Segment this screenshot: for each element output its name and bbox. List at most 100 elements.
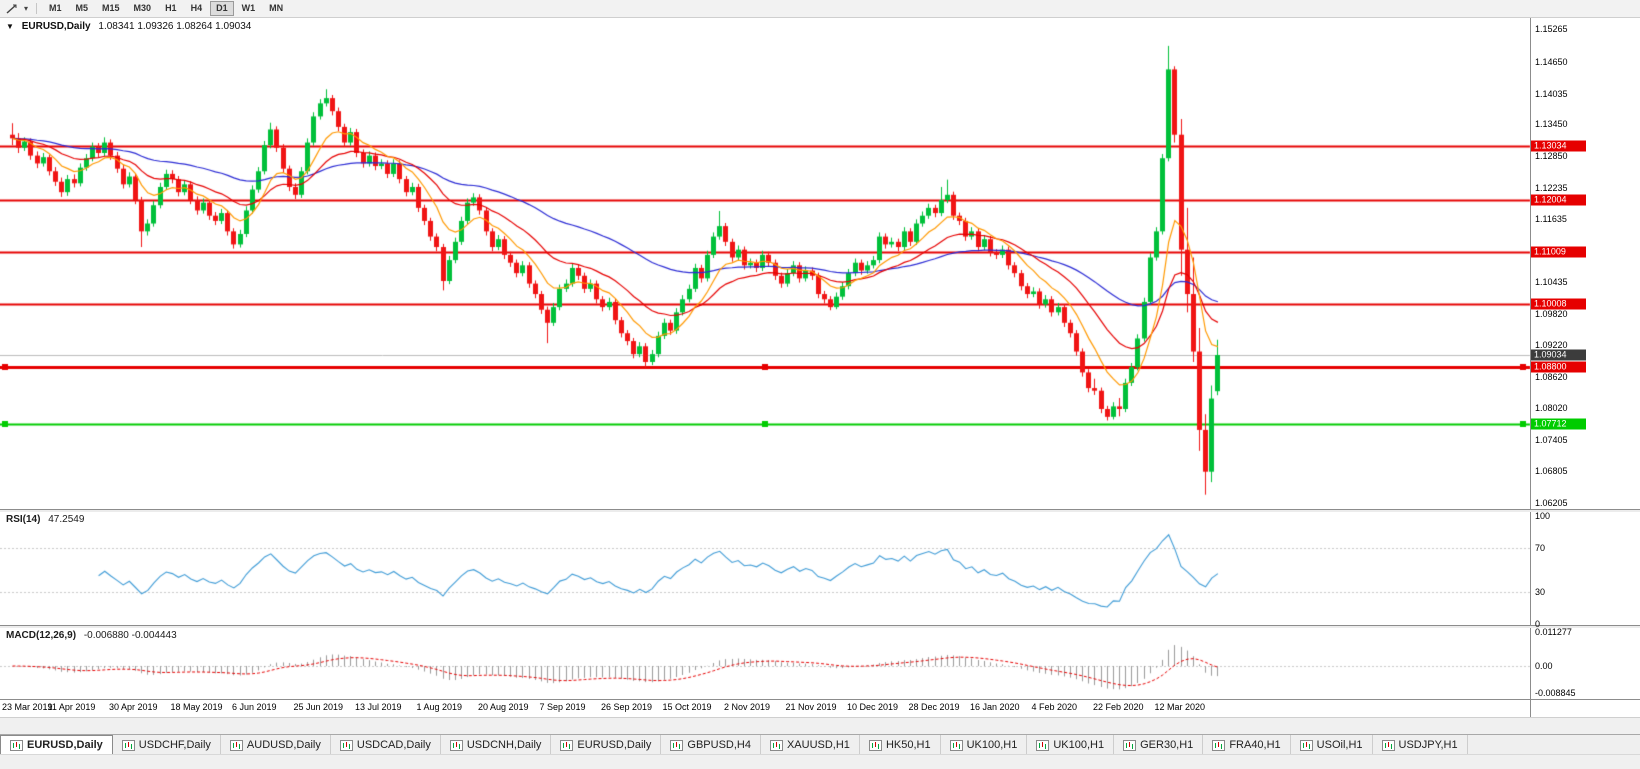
- tab-usdcad-daily[interactable]: USDCAD,Daily: [330, 735, 441, 755]
- tab-usoil-h1[interactable]: USOil,H1: [1290, 735, 1373, 755]
- chart-tab-icon: [1299, 739, 1313, 751]
- tab-eurusd-daily[interactable]: EURUSD,Daily: [0, 735, 113, 755]
- price-tick-label: 1.06805: [1535, 466, 1568, 477]
- date-label: 15 Oct 2019: [662, 702, 712, 712]
- date-label: 22 Feb 2020: [1093, 702, 1144, 712]
- date-label: 21 Nov 2019: [785, 702, 837, 712]
- chart-tab-icon: [121, 739, 135, 751]
- tab-xauusd-h1[interactable]: XAUUSD,H1: [760, 735, 860, 755]
- tab-uk100-h1[interactable]: UK100,H1: [1027, 735, 1115, 755]
- price-tick-label: 1.08020: [1535, 402, 1568, 413]
- timeframe-m5[interactable]: M5: [75, 3, 89, 13]
- hline-price-box: 1.11009: [1531, 246, 1586, 258]
- macd-values-label: -0.006880 -0.004443: [83, 630, 177, 641]
- tab-usdcnh-daily[interactable]: USDCNH,Daily: [440, 735, 552, 755]
- price-axis-separator: [1530, 17, 1531, 717]
- tab-usdchf-daily[interactable]: USDCHF,Daily: [112, 735, 221, 755]
- chart-tab-icon: [560, 739, 574, 751]
- tab-label: FRA40,H1: [1229, 739, 1281, 751]
- tab-ger30-h1[interactable]: GER30,H1: [1114, 735, 1204, 755]
- tab-usdjpy-h1[interactable]: USDJPY,H1: [1372, 735, 1468, 755]
- date-label: 28 Dec 2019: [908, 702, 960, 712]
- current-price-box: 1.09034: [1531, 349, 1586, 361]
- price-tick-label: 1.07405: [1535, 435, 1568, 446]
- price-tick-label: 1.09820: [1535, 308, 1568, 319]
- timeframe-m30[interactable]: M30: [133, 3, 152, 13]
- panel-splitter-rsi[interactable]: [0, 509, 1640, 512]
- tab-uk100-h1[interactable]: UK100,H1: [940, 735, 1028, 755]
- timeframe-buttons: M1 M5 M15 M30 H1 H4 D1 W1 MN: [42, 0, 290, 17]
- date-label: 18 May 2019: [170, 702, 223, 712]
- chart-tab-icon: [449, 739, 463, 751]
- price-tick-label: 1.12235: [1535, 182, 1568, 193]
- tab-audusd-daily[interactable]: AUDUSD,Daily: [220, 735, 331, 755]
- chart-tab-icon: [1123, 739, 1137, 751]
- macd-axis-label: -0.008845: [1535, 687, 1576, 698]
- horizontal-scroll-strip[interactable]: [0, 717, 1640, 735]
- timeframe-h4[interactable]: H4: [190, 3, 203, 13]
- macd-axis-label: 0.00: [1535, 661, 1553, 671]
- chart-ohlc-values: 1.08341 1.09326 1.08264 1.09034: [98, 21, 252, 32]
- date-label: 10 Dec 2019: [847, 702, 899, 712]
- price-tick-label: 1.06205: [1535, 497, 1568, 508]
- tab-label: XAUUSD,H1: [786, 739, 850, 751]
- macd-panel-bottom-border: [0, 699, 1640, 700]
- macd-axis-label: 0.011277: [1535, 627, 1572, 638]
- timeframe-m1[interactable]: M1: [49, 3, 62, 13]
- price-tick-label: 1.10435: [1535, 276, 1568, 287]
- macd-name-label: MACD(12,26,9): [6, 630, 77, 641]
- chart-tool-icon[interactable]: [3, 2, 21, 16]
- rsi-axis-label: 30: [1535, 586, 1546, 597]
- chart-tab-icon: [769, 739, 783, 751]
- tab-gbpusd-h4[interactable]: GBPUSD,H4: [661, 735, 761, 755]
- tab-label: EURUSD,Daily: [27, 739, 103, 751]
- date-label: 6 Jun 2019: [232, 702, 277, 712]
- hline-price-box: 1.10008: [1531, 298, 1586, 310]
- chart-symbol-label: EURUSD,Daily: [21, 21, 91, 32]
- tab-label: USDCNH,Daily: [466, 739, 542, 751]
- price-tick-label: 1.12850: [1535, 150, 1568, 161]
- chart-tab-icon: [949, 739, 963, 751]
- timeframe-w1[interactable]: W1: [241, 3, 256, 13]
- rsi-axis-label: 70: [1535, 543, 1546, 554]
- hline-price-box: 1.13034: [1531, 140, 1586, 152]
- date-label: 1 Aug 2019: [416, 702, 463, 712]
- timeframe-mn[interactable]: MN: [269, 3, 284, 13]
- timeframe-m15[interactable]: M15: [102, 3, 120, 13]
- tab-label: UK100,H1: [1053, 739, 1105, 751]
- macd-title: MACD(12,26,9) -0.006880 -0.004443: [6, 630, 182, 641]
- chart-tab-icon: [1212, 739, 1226, 751]
- timeframe-d1[interactable]: D1: [210, 1, 234, 16]
- chart-collapse-icon[interactable]: ▼: [6, 22, 14, 31]
- price-tick-label: 1.14650: [1535, 56, 1568, 67]
- chart-tab-icon: [10, 739, 23, 751]
- panel-splitter-macd[interactable]: [0, 625, 1640, 628]
- tab-label: EURUSD,Daily: [577, 739, 652, 751]
- price-tick-label: 1.13450: [1535, 119, 1568, 130]
- dropdown-arrow-icon[interactable]: ▾: [23, 4, 28, 13]
- price-tick-label: 1.15265: [1535, 24, 1568, 35]
- tab-label: GER30,H1: [1140, 739, 1194, 751]
- chart-tab-icon: [1381, 739, 1395, 751]
- date-label: 13 Jul 2019: [355, 702, 402, 712]
- tab-hk50-h1[interactable]: HK50,H1: [859, 735, 941, 755]
- chart-tab-icon: [1036, 739, 1050, 751]
- tab-label: USDCAD,Daily: [356, 739, 431, 751]
- date-label: 11 Apr 2019: [47, 702, 96, 712]
- price-tick-label: 1.09220: [1535, 340, 1568, 351]
- tab-fra40-h1[interactable]: FRA40,H1: [1203, 735, 1291, 755]
- date-label: 2 Nov 2019: [724, 702, 771, 712]
- tab-eurusd-daily[interactable]: EURUSD,Daily: [551, 735, 662, 755]
- tab-label: USOil,H1: [1316, 739, 1363, 751]
- chart-tab-icon: [229, 739, 243, 751]
- timeframes-toolbar: ▾ M1 M5 M15 M30 H1 H4 D1 W1 MN: [0, 0, 1640, 18]
- timeframe-h1[interactable]: H1: [165, 3, 177, 13]
- date-label: 26 Sep 2019: [601, 702, 653, 712]
- tab-label: AUDUSD,Daily: [246, 739, 321, 751]
- status-bar: [0, 754, 1640, 769]
- tab-label: UK100,H1: [966, 739, 1018, 751]
- rsi-name-label: RSI(14): [6, 514, 41, 525]
- rsi-axis-label: 0: [1535, 619, 1541, 629]
- tab-label: USDJPY,H1: [1398, 739, 1458, 751]
